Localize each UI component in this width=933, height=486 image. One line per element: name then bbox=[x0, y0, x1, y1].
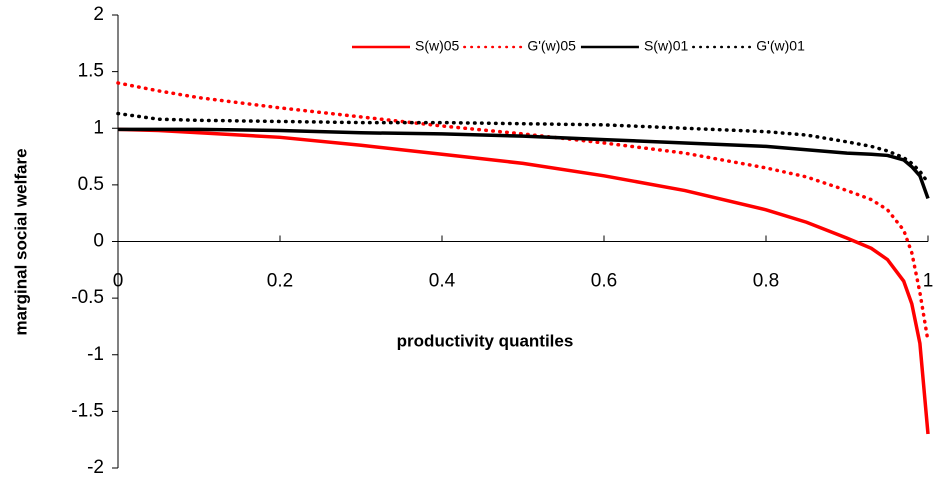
y-axis-label: marginal social welfare bbox=[11, 148, 30, 335]
y-tick-label: -0.5 bbox=[71, 287, 104, 308]
y-tick-label: -1 bbox=[87, 344, 104, 365]
series-line bbox=[117, 127, 930, 435]
x-tick-label: 0.6 bbox=[591, 271, 617, 292]
series-line bbox=[116, 111, 930, 185]
x-tick-label: 0.2 bbox=[267, 271, 293, 292]
y-tick-label: 0 bbox=[93, 231, 104, 252]
x-tick-label: 1 bbox=[923, 271, 933, 292]
legend-label: S(w)05 bbox=[415, 38, 460, 54]
x-tick-label: 0 bbox=[113, 271, 124, 292]
y-tick-label: -2 bbox=[87, 457, 104, 478]
legend-label: S(w)01 bbox=[644, 38, 689, 54]
series-line bbox=[118, 127, 930, 200]
y-tick-label: -1.5 bbox=[71, 400, 104, 421]
x-tick-label: 0.4 bbox=[429, 271, 456, 292]
x-tick-label: 0.8 bbox=[753, 271, 779, 292]
legend-label: G'(w)01 bbox=[756, 38, 805, 54]
y-tick-label: 1.5 bbox=[78, 61, 104, 82]
y-tick-label: 2 bbox=[93, 4, 104, 25]
x-axis-label: productivity quantiles bbox=[397, 331, 574, 350]
legend-label: G'(w)05 bbox=[527, 38, 576, 54]
y-tick-label: 1 bbox=[93, 117, 104, 138]
y-tick-label: 0.5 bbox=[78, 174, 104, 195]
series-line bbox=[116, 81, 930, 343]
